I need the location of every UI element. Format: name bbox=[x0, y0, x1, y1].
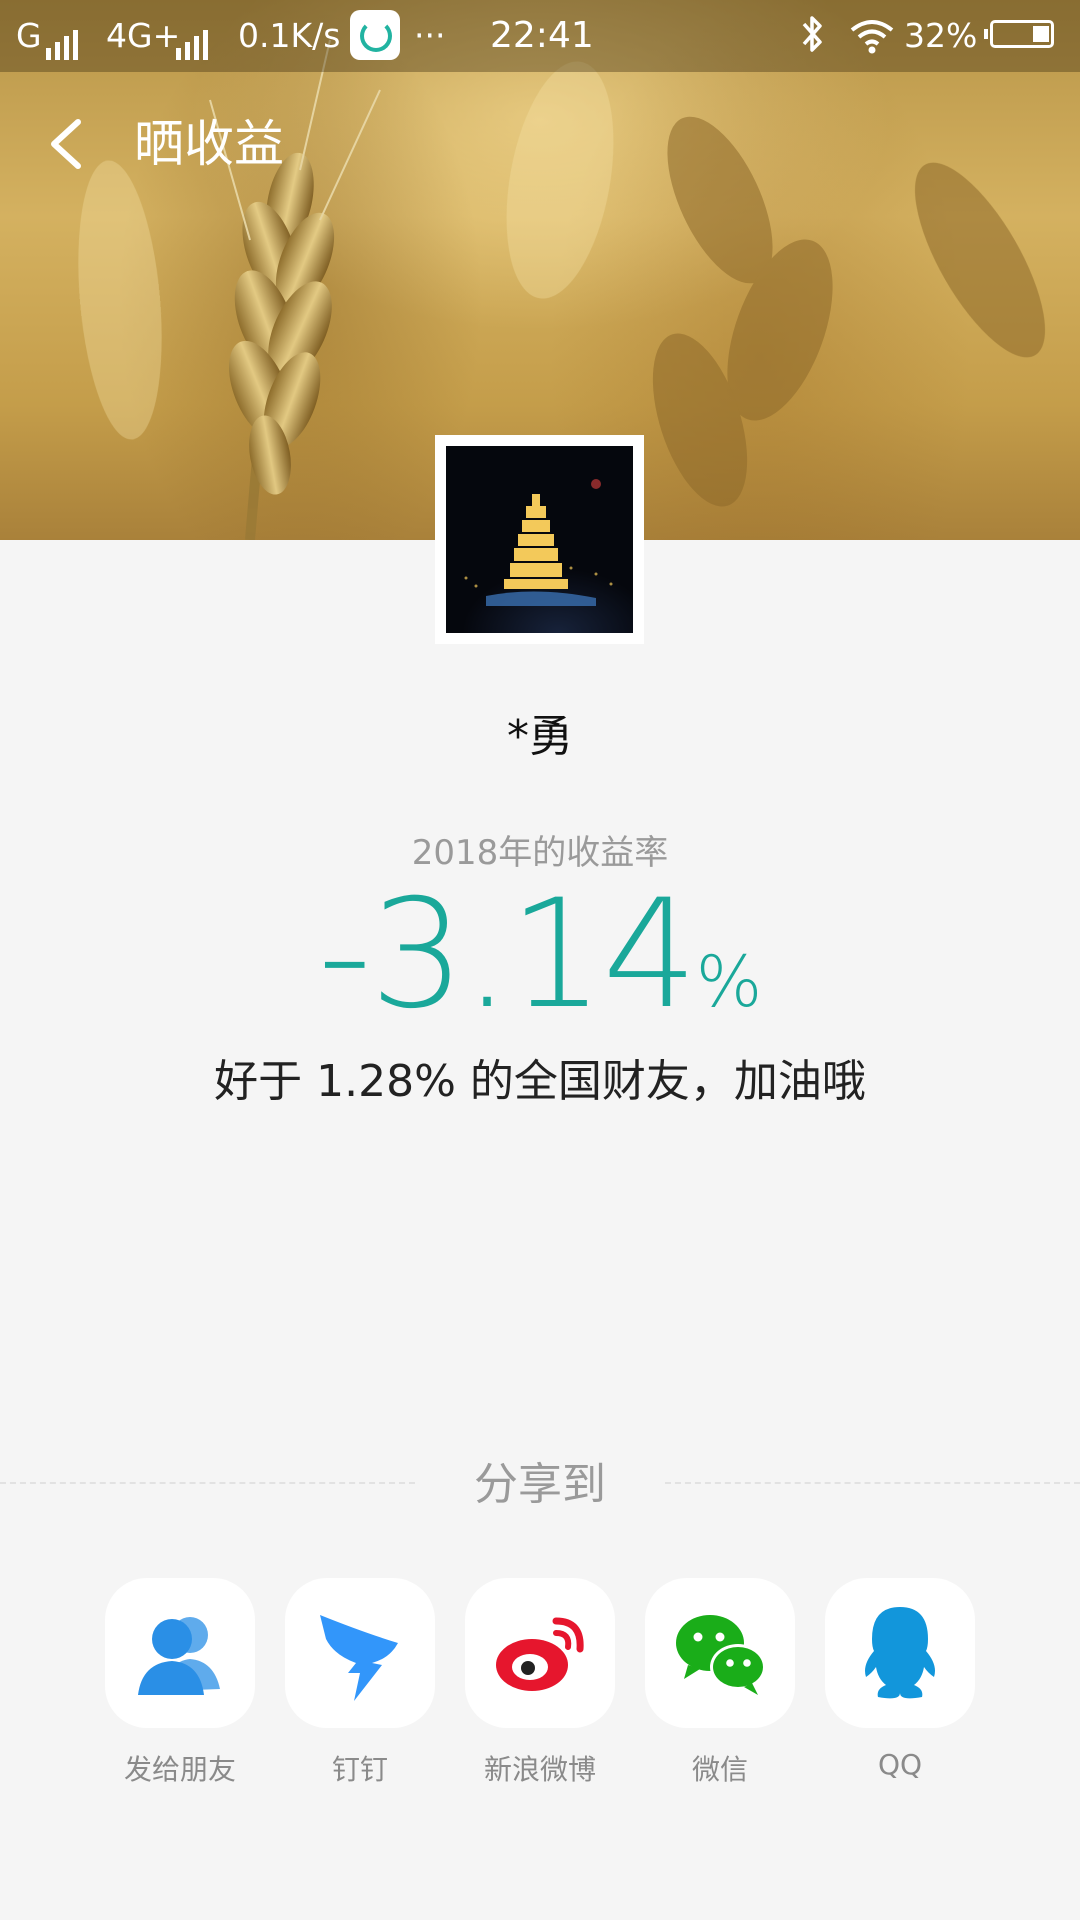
page-title: 晒收益 bbox=[134, 115, 284, 173]
clock: 22:41 bbox=[490, 15, 594, 56]
network-speed: 0.1K/s bbox=[238, 16, 341, 55]
share-wechat-label: 微信 bbox=[691, 1753, 748, 1786]
return-rate-number: -3.14 bbox=[317, 868, 698, 1042]
battery-percent: 32% bbox=[904, 16, 978, 55]
back-button[interactable] bbox=[40, 108, 110, 178]
hero-banner-image bbox=[0, 0, 1080, 540]
back-arrow-icon bbox=[51, 119, 81, 169]
battery-icon bbox=[984, 20, 1054, 48]
return-rate-unit: % bbox=[695, 941, 763, 1023]
avatar-image bbox=[446, 446, 633, 633]
dingtalk-icon bbox=[320, 1615, 398, 1701]
return-rate-value: -3.14% bbox=[0, 880, 1080, 1052]
share-qq-button[interactable] bbox=[825, 1578, 975, 1728]
avatar bbox=[435, 435, 644, 644]
divider-right bbox=[665, 1482, 1080, 1484]
signal-icon bbox=[46, 20, 82, 60]
share-qq-label: QQ bbox=[877, 1748, 923, 1781]
more-icon: ··· bbox=[414, 16, 446, 55]
wifi-icon bbox=[850, 18, 894, 63]
ranking-text: 好于 1.28% 的全国财友，加油哦 bbox=[214, 1056, 866, 1107]
status-bar: G 4G+ 0.1K/s ··· 22:41 32% bbox=[0, 0, 1080, 72]
friends-icon bbox=[138, 1617, 220, 1695]
share-title: 分享到 bbox=[474, 1459, 606, 1510]
share-dingtalk-label: 钉钉 bbox=[331, 1753, 388, 1786]
return-rate-label: 2018年的收益率 bbox=[411, 833, 669, 873]
bluetooth-icon bbox=[800, 14, 826, 63]
share-friends-label: 发给朋友 bbox=[123, 1753, 236, 1786]
share-weibo-label: 新浪微博 bbox=[483, 1753, 596, 1786]
qq-icon bbox=[865, 1607, 935, 1699]
user-name: *勇 bbox=[507, 711, 573, 762]
share-wechat-button[interactable] bbox=[645, 1578, 795, 1728]
share-friends-button[interactable] bbox=[105, 1578, 255, 1728]
divider-left bbox=[0, 1482, 415, 1484]
signal-icon bbox=[176, 20, 212, 60]
share-dingtalk-button[interactable] bbox=[285, 1578, 435, 1728]
wechat-icon bbox=[676, 1615, 766, 1695]
weibo-icon bbox=[496, 1617, 584, 1691]
share-weibo-button[interactable] bbox=[465, 1578, 615, 1728]
network-type-label: 4G+ bbox=[106, 16, 181, 55]
app-icon bbox=[350, 10, 400, 60]
carrier-label: G bbox=[16, 16, 42, 55]
